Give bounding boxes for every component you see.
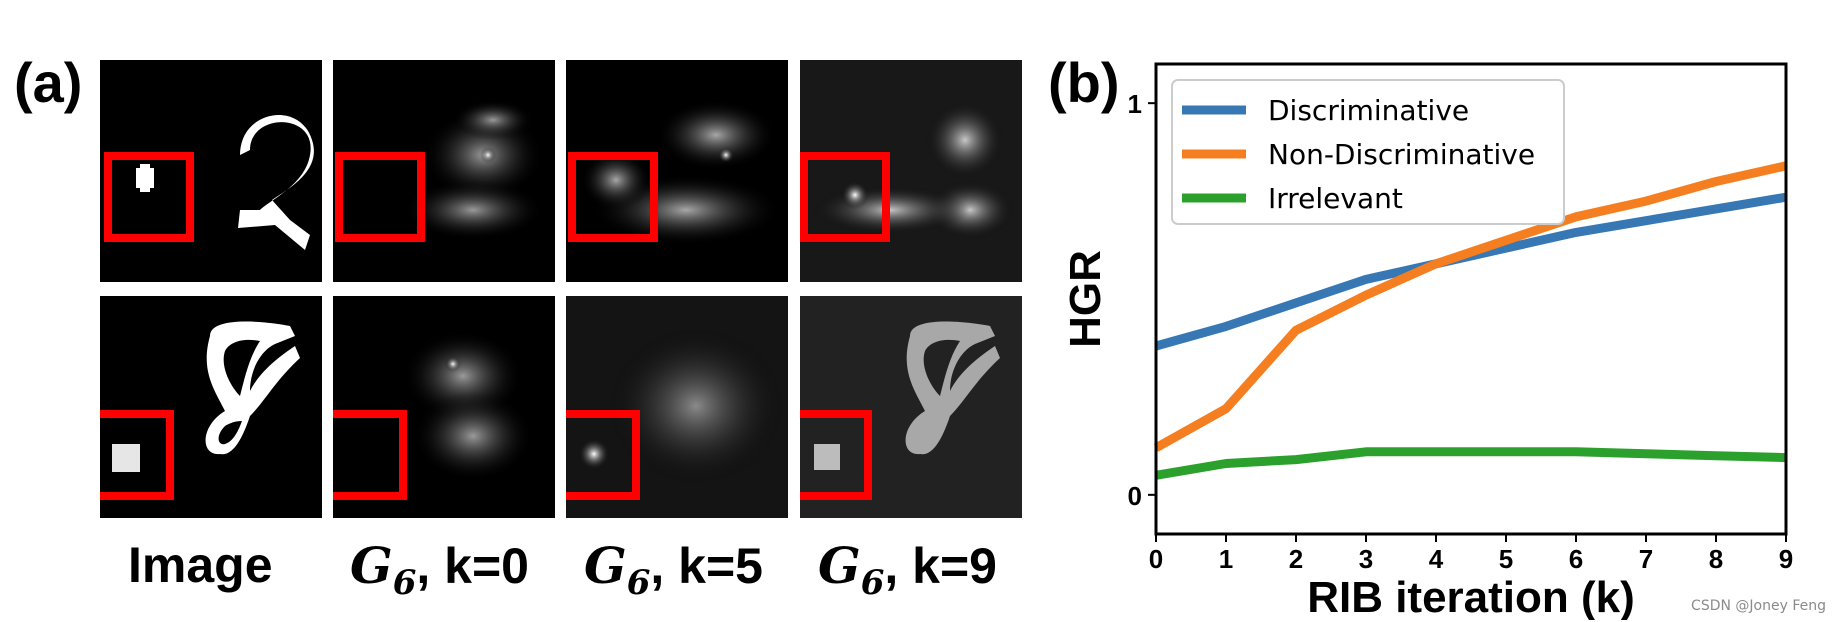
panel-a-label: (a) (14, 51, 83, 114)
x-tick-label: 1 (1219, 544, 1233, 574)
saliency-map (403, 100, 543, 240)
caption-image: Image (128, 537, 273, 593)
caption-g6-k5: G6, k=5 (584, 536, 763, 603)
x-tick-label: 5 (1499, 544, 1513, 574)
legend-box (1171, 79, 1565, 225)
series-line-1 (1153, 161, 1787, 452)
x-tick-label: 9 (1779, 544, 1793, 574)
y-tick-label: 1 (1128, 89, 1142, 119)
x-tick-label: 0 (1149, 544, 1163, 574)
red-box-marker (800, 152, 890, 242)
watermark: CSDN @Joney Feng (1691, 598, 1826, 614)
y-axis-label: HGR (1061, 250, 1110, 348)
saliency-tile-k9-row2 (800, 296, 1022, 518)
plot-frame (1154, 62, 1788, 536)
x-tick-label: 4 (1429, 544, 1444, 574)
saliency-tile-k0-row2 (333, 296, 555, 518)
x-tick-label: 8 (1709, 544, 1723, 574)
image-tile-digit-8 (100, 296, 322, 518)
red-box-marker (333, 410, 407, 500)
red-box-marker (100, 410, 174, 500)
legend-label: Non-Discriminative (1268, 138, 1535, 171)
saliency-map (578, 326, 786, 486)
red-box-marker (566, 410, 640, 500)
saliency-map (581, 100, 781, 245)
x-tick-label: 3 (1359, 544, 1373, 574)
saliency-tile-k9-row1 (800, 60, 1022, 282)
saliency-map (403, 331, 533, 481)
series-line-2 (1155, 447, 1787, 480)
saliency-tile-k0-row1 (333, 60, 555, 282)
digit-8-image (112, 321, 300, 472)
caption-g6-k9: G6, k=9 (818, 536, 997, 603)
x-tick-label: 7 (1639, 544, 1653, 574)
image-tile-digit-2 (100, 60, 322, 282)
x-tick-label: 2 (1289, 544, 1303, 574)
red-box-marker (568, 152, 658, 242)
red-box-marker (335, 152, 425, 242)
panel-b-label: (b) (1048, 51, 1120, 114)
x-axis-label: RIB iteration (k) (1307, 573, 1635, 620)
x-tick-label: 6 (1569, 544, 1583, 574)
legend-label: Irrelevant (1268, 182, 1403, 215)
saliency-tile-k5-row2 (566, 296, 788, 518)
caption-g6-k0: G6, k=0 (350, 536, 529, 603)
red-box-marker (800, 410, 872, 500)
digit-2-image (136, 114, 314, 250)
y-tick-label: 0 (1128, 481, 1142, 511)
legend-label: Discriminative (1268, 94, 1469, 127)
saliency-tile-k5-row1 (566, 60, 788, 282)
hgr-line-chart: 0 1 2 3 4 5 6 7 8 9 0 1 RIB iteration (k) HGR Discrimi… (1061, 62, 1793, 620)
red-box-marker (104, 152, 194, 242)
saliency-map (814, 321, 1000, 470)
saliency-map (810, 100, 1015, 240)
